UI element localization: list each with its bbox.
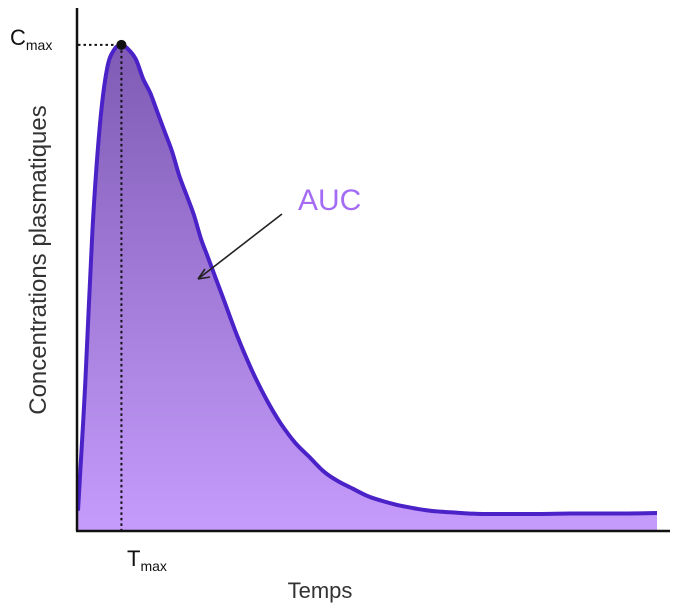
tmax-tick-label: Tmax xyxy=(127,546,167,574)
auc-arrow-shaft xyxy=(197,213,283,280)
y-axis-label: Concentrations plasmatiques xyxy=(25,105,52,415)
auc-arrow-head xyxy=(197,268,211,280)
peak-point xyxy=(116,39,127,50)
cmax-tick-label: Cmax xyxy=(10,25,52,53)
auc-annotation-label: AUC xyxy=(298,184,361,217)
x-axis-label: Temps xyxy=(288,578,353,603)
auc-area xyxy=(78,44,657,531)
